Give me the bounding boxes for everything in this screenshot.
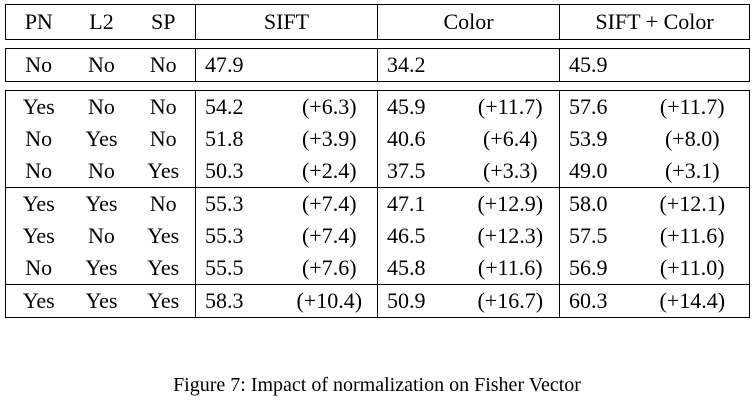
table-row: Yes Yes No 55.3 (+7.4) 47.1 (+12.9) 58.0… (5, 187, 751, 220)
cell-sp: No (131, 90, 196, 123)
cell-sp: Yes (131, 284, 196, 318)
cell-color: 37.5 (387, 158, 426, 183)
header-row: PN L2 SP SIFT Color SIFT + Color (5, 4, 751, 40)
cell-l2: Yes (85, 255, 118, 280)
cell-sift-color: 49.0 (569, 158, 608, 183)
cell-pn: Yes (5, 220, 72, 252)
cell-sp: No (131, 187, 196, 220)
cell-sift-color-delta: (+11.0) (635, 252, 751, 285)
cell-l2: Yes (85, 191, 118, 216)
cell-l2: No (88, 94, 115, 119)
cell-color: 45.9 (387, 94, 426, 119)
cell-color-delta: (+6.4) (461, 123, 560, 155)
table-row: Yes No Yes 55.3 (+7.4) 46.5 (+12.3) 57.5… (5, 220, 751, 252)
cell-color-delta: (+16.7) (461, 284, 560, 318)
cell-l2: Yes (85, 126, 118, 151)
cell-sift: 54.2 (205, 94, 244, 119)
cell-sift-delta: (+3.9) (281, 123, 378, 155)
cell-sp: Yes (131, 155, 196, 188)
cell-sift-color: 57.6 (569, 94, 608, 119)
table-row-baseline: No No No 47.9 34.2 45.9 (5, 48, 751, 82)
cell-color-delta: (+3.3) (461, 155, 560, 188)
cell-sp: No (131, 123, 196, 155)
cell-color: 50.9 (387, 288, 426, 313)
cell-sift-delta: (+2.4) (281, 155, 378, 188)
cell-sift: 47.9 (195, 48, 378, 82)
cell-sift-color-delta: (+11.7) (635, 90, 751, 123)
header-l2: L2 (89, 9, 114, 34)
cell-pn: No (5, 123, 72, 155)
header-sift-color: SIFT + Color (559, 4, 751, 40)
cell-sift-color: 45.9 (559, 48, 751, 82)
cell-sift-color: 60.3 (569, 288, 608, 313)
cell-pn: Yes (5, 284, 72, 318)
cell-sift: 55.3 (205, 223, 244, 248)
cell-l2: No (88, 223, 115, 248)
cell-sift-color-delta: (+8.0) (635, 123, 751, 155)
cell-sift: 51.8 (205, 126, 244, 151)
cell-sp: Yes (131, 252, 196, 285)
cell-sift-delta: (+7.4) (281, 220, 378, 252)
cell-color: 47.1 (387, 191, 426, 216)
cell-pn: No (5, 252, 72, 285)
cell-l2: No (88, 158, 115, 183)
table-row: No Yes No 51.8 (+3.9) 40.6 (+6.4) 53.9 (… (5, 123, 751, 155)
header-pn: PN (5, 4, 72, 40)
cell-l2: No (88, 52, 115, 77)
header-color: Color (377, 4, 560, 40)
cell-sift-color: 56.9 (569, 255, 608, 280)
header-sift: SIFT (195, 4, 378, 40)
figure-caption: Figure 7: Impact of normalization on Fis… (173, 374, 581, 396)
cell-sp: Yes (131, 220, 196, 252)
table-row: No Yes Yes 55.5 (+7.6) 45.8 (+11.6) 56.9… (5, 252, 751, 285)
cell-sift-color-delta: (+11.6) (635, 220, 751, 252)
cell-color-delta: (+12.3) (461, 220, 560, 252)
cell-sift-color: 53.9 (569, 126, 608, 151)
cell-sift-color-delta: (+12.1) (635, 187, 751, 220)
cell-color: 34.2 (377, 48, 560, 82)
cell-sift: 50.3 (205, 158, 244, 183)
cell-pn: Yes (5, 90, 72, 123)
cell-sift: 55.3 (205, 191, 244, 216)
cell-pn: No (5, 155, 72, 188)
cell-color-delta: (+11.6) (461, 252, 560, 285)
cell-sift-color-delta: (+14.4) (635, 284, 751, 318)
cell-sift: 58.3 (205, 288, 244, 313)
cell-color-delta: (+11.7) (461, 90, 560, 123)
cell-pn: No (5, 48, 72, 82)
table-row: No No Yes 50.3 (+2.4) 37.5 (+3.3) 49.0 (… (5, 155, 751, 188)
cell-color-delta: (+12.9) (461, 187, 560, 220)
cell-sift-delta: (+10.4) (281, 284, 378, 318)
normalization-results-table: PN L2 SP SIFT Color SIFT + Color No No N… (5, 4, 751, 318)
table-row-all: Yes Yes Yes 58.3 (+10.4) 50.9 (+16.7) 60… (5, 284, 751, 318)
cell-sp: No (131, 48, 196, 82)
header-sp: SP (131, 4, 196, 40)
cell-color: 46.5 (387, 223, 426, 248)
cell-sift-color: 57.5 (569, 223, 608, 248)
table-row: Yes No No 54.2 (+6.3) 45.9 (+11.7) 57.6 … (5, 90, 751, 123)
cell-sift-delta: (+7.4) (281, 187, 378, 220)
cell-sift-delta: (+7.6) (281, 252, 378, 285)
cell-sift-delta: (+6.3) (281, 90, 378, 123)
cell-color: 40.6 (387, 126, 426, 151)
cell-sift-color-delta: (+3.1) (635, 155, 751, 188)
cell-sift-color: 58.0 (569, 191, 608, 216)
cell-l2: Yes (85, 288, 118, 313)
cell-sift: 55.5 (205, 255, 244, 280)
cell-pn: Yes (5, 187, 72, 220)
cell-color: 45.8 (387, 255, 426, 280)
